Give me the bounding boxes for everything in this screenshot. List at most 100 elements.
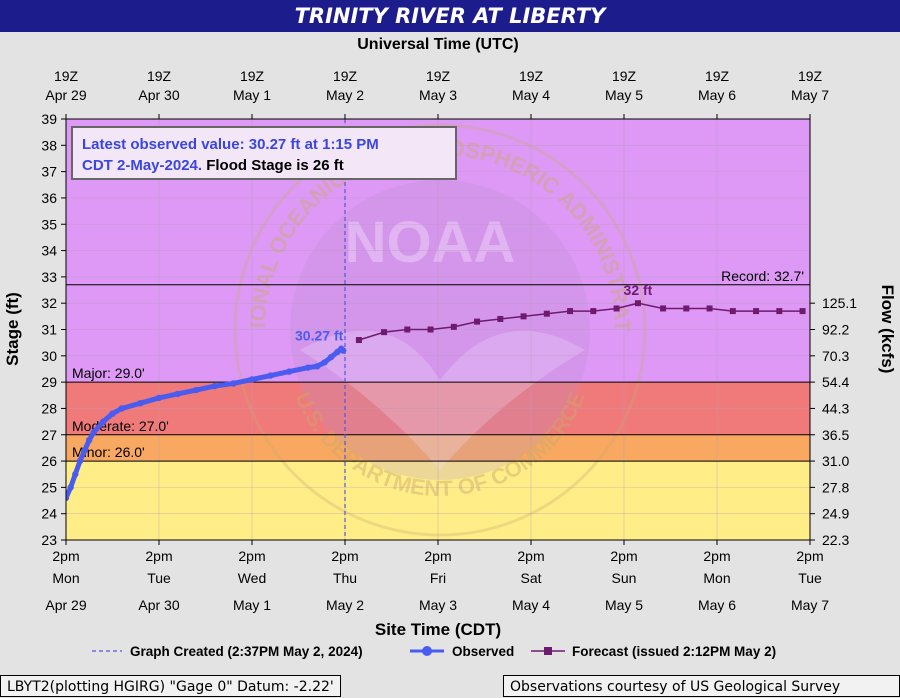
right-tick-label: 24.9	[822, 506, 849, 522]
bottom-tick-date: May 5	[605, 597, 643, 613]
observed-point	[118, 405, 126, 412]
bottom-tick-day: Mon	[52, 570, 79, 586]
hydrograph-chart: NOAA NATIONAL OCEANIC AND ATMOSPHERIC AD…	[0, 32, 897, 659]
info-line-1: Latest observed value: 30.27 ft at 1:15 …	[82, 136, 379, 153]
observed-point	[81, 447, 88, 454]
observed-point	[66, 494, 70, 502]
bottom-tick-time: 2pm	[703, 548, 730, 564]
right-axis-title: Flow (kcfs)	[878, 285, 897, 374]
legend-label: Graph Created (2:37PM May 2, 2024)	[130, 644, 363, 659]
forecast-point	[474, 318, 481, 325]
right-tick-label: 27.8	[822, 479, 849, 495]
observed-point	[248, 376, 256, 383]
observed-point	[211, 382, 218, 390]
observed-point	[90, 428, 98, 436]
forecast-peak-label: 32 ft	[624, 282, 653, 298]
top-tick-hour: 19Z	[333, 68, 358, 84]
left-tick-label: 24	[41, 506, 57, 522]
forecast-point	[729, 308, 736, 315]
right-tick-label: 22.3	[822, 532, 849, 548]
top-tick-date: Apr 29	[45, 87, 86, 103]
top-tick-hour: 19Z	[426, 68, 451, 84]
top-tick-hour: 19Z	[612, 68, 637, 84]
legend-observed-dot	[422, 646, 432, 656]
observed-point	[100, 418, 107, 425]
right-tick-label: 92.2	[822, 322, 849, 338]
forecast-point	[450, 323, 457, 330]
observed-point	[72, 471, 79, 478]
top-tick-date: May 5	[605, 87, 643, 103]
flood-label-minor: Minor: 26.0'	[72, 444, 145, 460]
info-line-2-date: CDT 2-May-2024.	[82, 157, 202, 174]
left-tick-label: 29	[41, 374, 57, 390]
left-tick-label: 38	[41, 137, 57, 153]
observed-point	[193, 386, 200, 394]
top-tick-date: May 3	[419, 87, 457, 103]
bottom-tick-time: 2pm	[517, 548, 544, 564]
bottom-tick-day: Tue	[147, 570, 171, 586]
bottom-tick-day: Thu	[333, 570, 357, 586]
observed-point	[327, 353, 335, 361]
legend: Graph Created (2:37PM May 2, 2024) Observ…	[92, 644, 776, 659]
left-tick-label: 30	[41, 348, 57, 364]
forecast-point	[404, 326, 411, 333]
observed-point	[109, 410, 116, 417]
legend-label: Forecast (issued 2:12PM May 2)	[572, 644, 776, 659]
bottom-tick-time: 2pm	[610, 548, 637, 564]
svg-text:CDT 2-May-2024. Flood Stage is: CDT 2-May-2024. Flood Stage is 26 ft	[82, 157, 344, 174]
top-tick-date: May 4	[512, 87, 550, 103]
bottom-tick-day: Wed	[238, 570, 267, 586]
observed-point	[137, 399, 144, 407]
forecast-point	[753, 308, 760, 315]
top-tick-date: May 6	[698, 87, 736, 103]
bottom-tick-day: Sun	[612, 570, 637, 586]
left-tick-label: 28	[41, 400, 57, 416]
observed-point	[313, 363, 321, 370]
record-label: Record: 32.7'	[721, 268, 804, 284]
observed-point	[286, 368, 293, 375]
forecast-point	[567, 308, 574, 315]
top-tick-date: Apr 30	[138, 87, 179, 103]
right-tick-label: 36.5	[822, 427, 849, 443]
bottom-tick-time: 2pm	[796, 548, 823, 564]
observed-point	[321, 359, 328, 366]
bottom-tick-date: May 6	[698, 597, 736, 613]
left-tick-label: 23	[41, 532, 57, 548]
right-tick-label: 70.3	[822, 348, 849, 364]
datum-note: LBYT2(plotting HGIRG) "Gage 0" Datum: -2…	[0, 675, 341, 697]
observed-point	[339, 347, 347, 354]
bottom-tick-date: May 2	[326, 597, 364, 613]
top-tick-date: May 7	[791, 87, 829, 103]
top-tick-hour: 19Z	[54, 68, 79, 84]
legend-forecast-square	[544, 647, 552, 655]
bottom-tick-day: Mon	[703, 570, 730, 586]
forecast-point	[427, 326, 434, 333]
bottom-tick-day: Fri	[430, 570, 446, 586]
observed-point	[67, 484, 74, 491]
forecast-point	[590, 308, 597, 315]
legend-label: Observed	[452, 644, 514, 659]
forecast-point	[355, 337, 362, 344]
top-axis-title: Universal Time (UTC)	[357, 36, 519, 53]
right-tick-label: 125.1	[822, 295, 857, 311]
left-tick-label: 25	[41, 479, 57, 495]
observed-point	[174, 390, 181, 398]
forecast-point	[799, 308, 806, 315]
left-axis-title: Stage (ft)	[3, 292, 22, 366]
bottom-tick-time: 2pm	[52, 548, 79, 564]
left-tick-label: 36	[41, 190, 57, 206]
right-tick-label: 31.0	[822, 453, 849, 469]
bottom-tick-date: May 7	[791, 597, 829, 613]
bottom-tick-date: Apr 29	[45, 597, 86, 613]
observed-latest-label: 30.27 ft	[295, 328, 344, 344]
watermark-disc	[290, 180, 590, 480]
bottom-tick-time: 2pm	[145, 548, 172, 564]
right-tick-label: 44.3	[822, 400, 849, 416]
forecast-point	[520, 313, 527, 320]
forecast-point	[660, 305, 667, 312]
bottom-tick-time: 2pm	[331, 548, 358, 564]
top-tick-hour: 19Z	[798, 68, 823, 84]
observed-point	[155, 394, 163, 402]
forecast-point	[776, 308, 783, 315]
forecast-point	[543, 310, 550, 317]
